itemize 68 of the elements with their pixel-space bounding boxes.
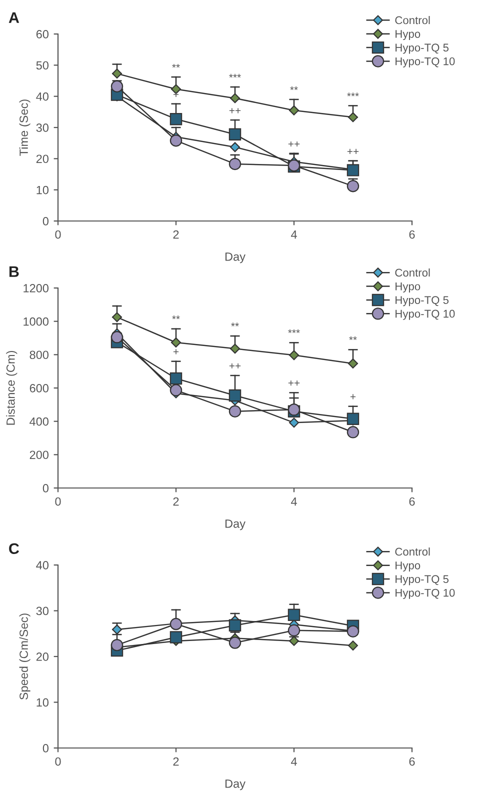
x-tick-label: 4 — [290, 230, 297, 239]
y-tick-label: 800 — [30, 350, 49, 360]
legend-label: Hypo-TQ 5 — [396, 296, 449, 306]
y-tick-label: 40 — [36, 92, 49, 101]
x-axis-title: Day — [225, 252, 246, 264]
annotation: *** — [229, 74, 241, 78]
legend-label: Control — [395, 268, 430, 277]
y-tick-label: 40 — [36, 561, 49, 570]
annotation: ** — [231, 322, 239, 326]
x-axis-title: Day — [225, 780, 246, 790]
y-axis-title: Distance (Cm) — [6, 351, 18, 425]
x-axis-title: Day — [225, 520, 246, 530]
y-tick-label: 1000 — [24, 317, 49, 326]
annotation: ++ — [347, 148, 359, 154]
annotation: ++ — [288, 141, 300, 147]
x-tick-label: 0 — [55, 497, 61, 506]
x-tick-label: 0 — [55, 230, 61, 239]
x-tick-label: 2 — [173, 757, 179, 766]
chart-title: B — [9, 266, 19, 277]
annotation: ** — [172, 316, 180, 320]
annotation: + — [173, 349, 179, 354]
legend-label: Hypo — [396, 282, 420, 292]
y-tick-label: 1200 — [24, 284, 49, 292]
x-tick-label: 2 — [173, 230, 179, 239]
y-tick-label: 10 — [36, 698, 49, 707]
y-tick-label: 0 — [42, 744, 49, 752]
legend-label: Hypo-TQ 5 — [396, 44, 449, 54]
x-tick-label: 6 — [409, 230, 415, 239]
chart-title: A — [8, 12, 20, 23]
legend-label: Hypo — [396, 562, 420, 572]
legend-label: Control — [395, 547, 430, 556]
legend-label: Hypo-TQ 10 — [396, 310, 455, 320]
y-tick-label: 200 — [30, 450, 49, 460]
x-tick-label: 4 — [290, 757, 297, 766]
x-tick-label: 0 — [55, 757, 61, 766]
y-tick-label: 0 — [42, 484, 49, 492]
x-tick-label: 6 — [409, 757, 415, 766]
annotation: *** — [347, 92, 359, 96]
y-tick-label: 60 — [36, 30, 49, 38]
y-tick-label: 600 — [30, 384, 49, 392]
y-axis-title: Speed (Cm/Sec) — [19, 614, 30, 700]
annotation: *** — [288, 329, 300, 333]
legend-label: Control — [395, 16, 430, 24]
y-tick-label: 30 — [36, 606, 49, 616]
y-tick-label: 50 — [36, 61, 49, 70]
y-tick-label: 400 — [30, 417, 49, 426]
x-tick-label: 2 — [173, 497, 179, 506]
annotation: ++ — [229, 108, 241, 114]
y-tick-label: 0 — [42, 217, 49, 226]
y-tick-label: 30 — [36, 124, 49, 132]
x-tick-label: 4 — [290, 497, 297, 506]
y-axis-title: Time (Sec) — [19, 100, 30, 156]
annotation: + — [173, 92, 179, 97]
annotation: ** — [349, 336, 357, 340]
annotation: ** — [290, 86, 298, 90]
chart-title: C — [9, 543, 20, 554]
y-tick-label: 10 — [36, 186, 49, 194]
legend-label: Hypo-TQ 5 — [396, 575, 449, 586]
legend-label: Hypo — [396, 30, 420, 40]
annotation: + — [350, 394, 356, 400]
legend-label: Hypo-TQ 10 — [396, 57, 455, 68]
annotation: ** — [172, 64, 180, 68]
annotation: ++ — [229, 363, 241, 368]
y-tick-label: 20 — [36, 154, 49, 164]
annotation: ++ — [288, 380, 300, 386]
y-tick-label: 20 — [36, 652, 49, 661]
x-tick-label: 6 — [409, 497, 415, 506]
legend-label: Hypo-TQ 10 — [396, 588, 455, 599]
